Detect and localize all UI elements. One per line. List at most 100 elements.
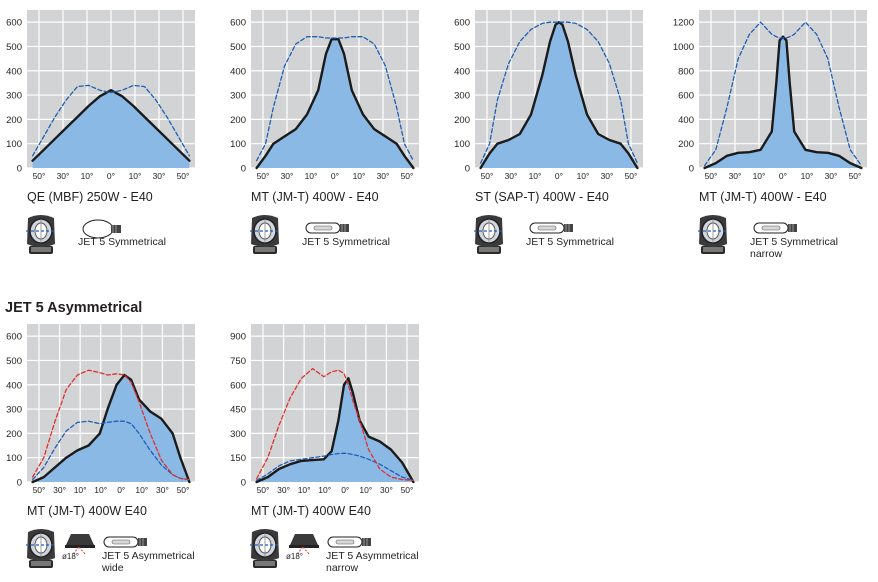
distribution-label: JET 5 Symmetrical: [526, 236, 614, 248]
y-tick-label: 600: [678, 91, 694, 102]
y-tick-label: 300: [230, 429, 246, 440]
y-tick-label: 750: [230, 356, 246, 367]
y-tick-label: 200: [6, 115, 22, 126]
chart-panel-1: 0 100 200 300 400 500 600 50° 30° 10° 0° 10° 30° 50° Q…: [0, 10, 195, 254]
chart-panel-2: 0 100 200 300 400 500 600 50° 30° 10° 0° 10° 30° 50° M…: [224, 10, 419, 254]
luminaire-fixture-icon: [697, 214, 729, 256]
y-tick-label: 600: [6, 18, 22, 29]
x-tick-label: 10°: [81, 171, 94, 181]
x-tick-label: 10°: [353, 171, 366, 181]
distribution-label: JET 5 Symmetrical: [78, 236, 166, 248]
x-tick-label: 50°: [33, 171, 46, 181]
series-area-fill: [256, 378, 414, 482]
x-tick-label: 30°: [729, 171, 742, 181]
x-tick-label: 30°: [281, 171, 294, 181]
distribution-label: JET 5 Symmetrical: [302, 236, 390, 248]
series-area-fill: [256, 39, 414, 169]
y-tick-label: 0: [17, 164, 22, 175]
y-tick-label: 200: [6, 429, 22, 440]
y-tick-label: 600: [454, 18, 470, 29]
x-tick-label: 50°: [33, 485, 46, 495]
series-area-fill: [480, 22, 638, 169]
series-line-dashed: [255, 36, 415, 162]
y-tick-label: 500: [454, 42, 470, 53]
x-tick-label: 10°: [318, 485, 331, 495]
series-area-fill: [704, 36, 862, 169]
y-tick-label: 200: [454, 115, 470, 126]
y-tick-label: 100: [454, 139, 470, 150]
y-tick-label: 100: [6, 453, 22, 464]
series-line-solid: [31, 373, 191, 484]
y-tick-label: 150: [230, 453, 246, 464]
beam-angle-note: ø18°: [286, 552, 303, 561]
x-tick-label: 50°: [401, 171, 414, 181]
distribution-label: JET 5 Symmetrical narrow: [750, 236, 838, 260]
x-tick-label: 50°: [177, 485, 190, 495]
chart-caption: MT (JM-T) 400W E40: [27, 504, 147, 518]
luminaire-fixture-icon: [249, 214, 281, 256]
y-tick-label: 500: [6, 42, 22, 53]
x-tick-label: 30°: [277, 485, 290, 495]
y-tick-label: 1200: [673, 18, 694, 29]
x-tick-label: 0°: [555, 171, 563, 181]
chart-svg: 0 150 300 450 600 750 900 50° 30° 10° 10° 0° 10° 30° 5…: [230, 324, 419, 495]
chart-svg: 0 100 200 300 400 500 600 50° 30° 10° 0° 10° 30° 50°: [6, 10, 195, 181]
x-tick-label: 50°: [257, 485, 270, 495]
y-tick-label: 400: [6, 380, 22, 391]
y-tick-label: 450: [230, 405, 246, 416]
x-tick-label: 10°: [129, 171, 142, 181]
x-tick-label: 10°: [298, 485, 311, 495]
distribution-label: JET 5 Asymmetrical narrow: [326, 550, 419, 574]
x-tick-label: 50°: [401, 485, 414, 495]
x-tick-label: 30°: [377, 171, 390, 181]
series-line-solid: [703, 35, 863, 170]
chart-svg: 0 200 400 600 800 1000 1200 50° 30° 10° 0° 10° 30° 50…: [673, 10, 867, 181]
y-tick-label: 0: [465, 164, 470, 175]
y-tick-label: 300: [6, 405, 22, 416]
series-line-dashed: [703, 21, 863, 167]
distribution-label: JET 5 Asymmetrical wide: [102, 550, 195, 574]
chart-svg: 0 100 200 300 400 500 600 50° 30° 10° 0° 10° 30° 50°: [454, 10, 643, 181]
x-tick-label: 10°: [529, 171, 542, 181]
y-tick-label: 600: [230, 18, 246, 29]
y-tick-label: 300: [6, 91, 22, 102]
y-tick-label: 200: [678, 139, 694, 150]
luminaire-fixture-icon: [473, 214, 505, 256]
distribution-label-line: JET 5 Symmetrical: [750, 236, 838, 248]
y-tick-label: 900: [230, 332, 246, 343]
luminaire-fixture-icon: [25, 214, 57, 256]
x-tick-label: 0°: [117, 485, 125, 495]
y-tick-label: 400: [6, 66, 22, 77]
luminaire-fixture-icon: [25, 528, 57, 570]
x-tick-label: 10°: [753, 171, 766, 181]
x-tick-label: 30°: [153, 171, 166, 181]
distribution-label-line: JET 5 Symmetrical: [526, 236, 614, 248]
x-tick-label: 10°: [359, 485, 372, 495]
series-line-dashed-blue: [255, 452, 415, 482]
distribution-label-line: JET 5 Symmetrical: [78, 236, 166, 248]
x-tick-label: 30°: [505, 171, 518, 181]
chart-panel-4: 0 200 400 600 800 1000 1200 50° 30° 10° 0° 10° 30° 50…: [672, 10, 867, 260]
y-tick-label: 0: [17, 478, 22, 489]
beam-angle-note: ø18°: [62, 552, 79, 561]
x-tick-label: 30°: [601, 171, 614, 181]
y-tick-label: 200: [230, 115, 246, 126]
x-tick-label: 30°: [53, 485, 66, 495]
y-tick-label: 600: [6, 332, 22, 343]
y-tick-label: 300: [454, 91, 470, 102]
x-tick-label: 10°: [305, 171, 318, 181]
chart-panel-6: 0 150 300 450 600 750 900 50° 30° 10° 10° 0° 10° 30° 5…: [224, 324, 419, 574]
series-line-dashed-blue: [31, 420, 191, 481]
x-tick-label: 10°: [801, 171, 814, 181]
x-tick-label: 0°: [779, 171, 787, 181]
x-tick-label: 50°: [481, 171, 494, 181]
y-tick-label: 400: [230, 66, 246, 77]
y-tick-label: 600: [230, 380, 246, 391]
series-line-dashed: [31, 84, 191, 157]
section-title-asymmetrical: JET 5 Asymmetrical: [5, 300, 143, 316]
series-line-solid: [31, 89, 191, 162]
distribution-label-line: JET 5 Asymmetrical: [326, 550, 419, 562]
y-tick-label: 800: [678, 66, 694, 77]
chart-svg: 0 100 200 300 400 500 600 50° 30° 10° 0° 10° 30° 50°: [230, 10, 419, 181]
y-tick-label: 500: [230, 42, 246, 53]
